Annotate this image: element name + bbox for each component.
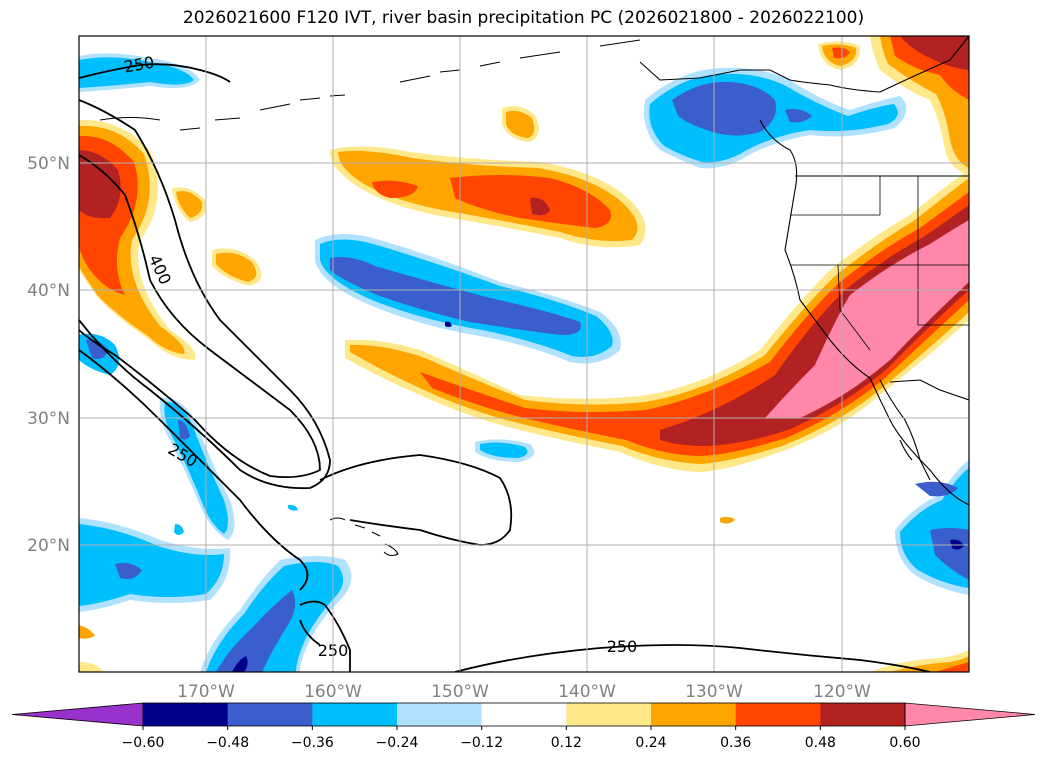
colorbar-segment [143, 703, 229, 726]
ivt-contours [79, 63, 931, 672]
ne-warm-small-red [832, 47, 850, 59]
colorbar-tick-label: 0.24 [635, 735, 666, 751]
baja [879, 379, 931, 481]
lon-label-150w: 150°W [431, 682, 489, 702]
lon-label-170w: 170°W [177, 682, 235, 702]
colorbar-tick-label: −0.24 [376, 735, 419, 751]
contour-label-250-bottom: 250 [607, 637, 638, 656]
ivt-250-west [79, 99, 331, 490]
colorbar-segment [651, 703, 737, 726]
colorbar-extend-min [11, 702, 144, 727]
gridlines [79, 36, 969, 672]
coastlines [99, 36, 969, 557]
lon-label-130w: 130°W [685, 682, 743, 702]
ne-warm-darkred [900, 36, 969, 70]
us-mexico-border [889, 379, 969, 401]
band-45n-red2 [372, 180, 418, 198]
blob-4 [720, 516, 735, 524]
colorbar-segment [227, 703, 313, 726]
west-warm-small2 [79, 662, 104, 672]
diag-blue-royal [178, 420, 190, 440]
colorbar-segment [820, 703, 906, 726]
state-border-1 [790, 176, 969, 351]
blob-1b [506, 110, 535, 138]
nw-blue-cyan [79, 57, 194, 88]
lon-label-160w: 160°W [304, 682, 362, 702]
blob-2b [216, 252, 257, 282]
lat-label-40n: 40°N [27, 281, 70, 301]
map-content: 250 400 250 250 250 [79, 36, 969, 672]
blob-3b [176, 191, 203, 218]
se-blue-royal [915, 481, 958, 497]
alaska-islands [99, 39, 641, 131]
ivt-400 [79, 154, 321, 479]
colorbar-tick-label: −0.36 [291, 735, 334, 751]
goa-blue-royal [672, 81, 776, 136]
lat-label-20n: 20°N [27, 536, 70, 556]
colorbar-frame [142, 702, 906, 727]
colorbar-tick-label: 0.60 [889, 735, 920, 751]
blue-blob-small [288, 504, 298, 511]
colorbar-tick-label: 0.12 [551, 735, 582, 751]
west-warm-small [79, 625, 95, 639]
sw-blue-royal [115, 562, 142, 579]
colorbar-segment [481, 703, 567, 726]
na-west-coast [639, 36, 969, 506]
colorbar-tick-label: −0.60 [122, 735, 165, 751]
filled-contours [79, 36, 969, 672]
lat-labels: 20°N 30°N 40°N 50°N [27, 154, 70, 556]
sc-blue-royal [216, 590, 296, 672]
colorbar-segment [312, 703, 398, 726]
colorbar-tick-label: 0.36 [720, 735, 751, 751]
ivt-250-central [319, 454, 513, 546]
ivt-250-low [299, 600, 351, 672]
lon-label-140w: 140°W [558, 682, 616, 702]
colorbar-tick-label: −0.48 [206, 735, 249, 751]
band-45n-darkred [530, 197, 550, 216]
colorbar-extend-max [904, 702, 1036, 727]
colorbar-segment [735, 703, 821, 726]
hawaii [329, 517, 399, 557]
small-blue-173w-r [86, 339, 108, 359]
colorbar-tick-label: −0.12 [460, 735, 503, 751]
lat-label-50n: 50°N [27, 154, 70, 174]
colorbar-segment [566, 703, 652, 726]
blue-blob-147w-c [480, 442, 528, 458]
blue-40n-royal [330, 257, 581, 336]
colorbar: −0.60 −0.48 −0.36 −0.24 −0.12 0.12 0.24 0.36 0.4… [11, 702, 1036, 751]
lon-labels: 170°W 160°W 150°W 140°W 130°W 120°W [177, 682, 871, 702]
goa-blue-royal2 [785, 108, 812, 123]
sc-blue-dark [232, 656, 248, 672]
west-warm-darkred [79, 150, 121, 219]
se-warm-red [935, 662, 969, 672]
ivt-250-top [79, 63, 231, 83]
ivt-250-bottom [454, 644, 931, 672]
ivt-250-sw [79, 349, 309, 591]
small-blue-175w [174, 524, 184, 535]
colorbar-tick-label: 0.48 [805, 735, 836, 751]
lat-label-30n: 30°N [27, 409, 70, 429]
blue-40n-dark [445, 321, 452, 327]
lon-label-120w: 120°W [813, 682, 871, 702]
map-frame [78, 35, 970, 673]
chart-title: 2026021600 F120 IVT, river basin precipi… [182, 8, 865, 28]
colorbar-segment [397, 703, 483, 726]
